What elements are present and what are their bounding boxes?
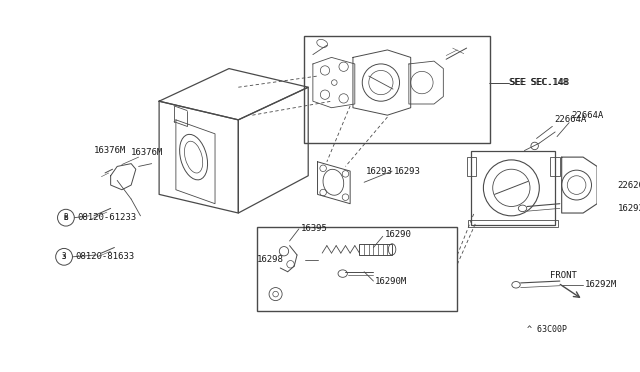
Text: 22664A: 22664A (554, 115, 586, 124)
Text: 3: 3 (61, 252, 67, 261)
Bar (550, 157, 560, 176)
Text: 08120-81633: 08120-81633 (76, 252, 134, 261)
Text: B: B (63, 213, 68, 222)
Text: SEE SEC.148: SEE SEC.148 (511, 78, 570, 87)
Text: ^ 63C00P: ^ 63C00P (527, 325, 567, 334)
Text: FRONT: FRONT (550, 271, 577, 280)
Bar (303, 36, 490, 143)
Text: 3: 3 (62, 254, 66, 260)
Text: 16376M: 16376M (94, 146, 126, 155)
Text: 16298: 16298 (257, 255, 284, 264)
Text: 22664A: 22664A (571, 111, 604, 120)
Text: 16290M: 16290M (375, 276, 408, 286)
Text: 16292: 16292 (618, 204, 640, 213)
Text: 22620: 22620 (618, 180, 640, 190)
Text: 08120-61233: 08120-61233 (77, 213, 136, 222)
Text: B: B (64, 215, 68, 221)
Bar (257, 227, 458, 311)
Bar (467, 157, 476, 176)
Text: 16395: 16395 (301, 224, 328, 233)
Bar (360, 244, 392, 255)
Bar (468, 219, 558, 227)
Text: SEE SEC.148: SEE SEC.148 (509, 78, 568, 87)
Text: 16293: 16293 (394, 167, 421, 176)
Bar (471, 151, 555, 225)
Text: 16290: 16290 (385, 230, 412, 239)
Text: 16293: 16293 (366, 167, 393, 176)
Text: 16376M: 16376M (131, 148, 163, 157)
Text: 16292M: 16292M (585, 280, 617, 289)
